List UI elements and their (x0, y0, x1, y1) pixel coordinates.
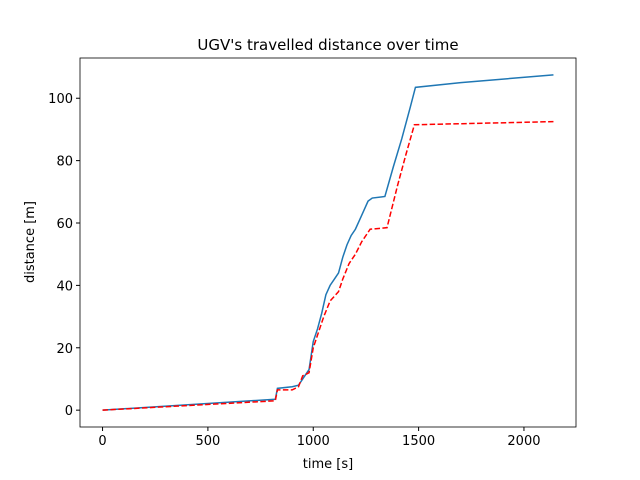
y-tick-label: 80 (56, 155, 73, 170)
x-tick-label: 1000 (297, 434, 330, 449)
series-line (102, 120, 554, 411)
y-tick-label: 0 (65, 404, 73, 419)
x-tick-label: 0 (98, 434, 106, 449)
x-tick-label: 500 (195, 434, 220, 449)
chart-title: UGV's travelled distance over time (197, 36, 458, 54)
y-tick-label: 40 (56, 279, 73, 294)
y-tick-label: 20 (56, 342, 73, 357)
plot-frame (79, 57, 577, 428)
x-axis-label: time [s] (303, 457, 353, 472)
x-tick-label: 2000 (507, 434, 540, 449)
series-line (102, 74, 554, 411)
y-tick-label: 100 (48, 92, 73, 107)
x-tick-label: 1500 (402, 434, 435, 449)
y-axis-label: distance [m] (23, 201, 38, 283)
y-tick-label: 60 (56, 217, 73, 232)
